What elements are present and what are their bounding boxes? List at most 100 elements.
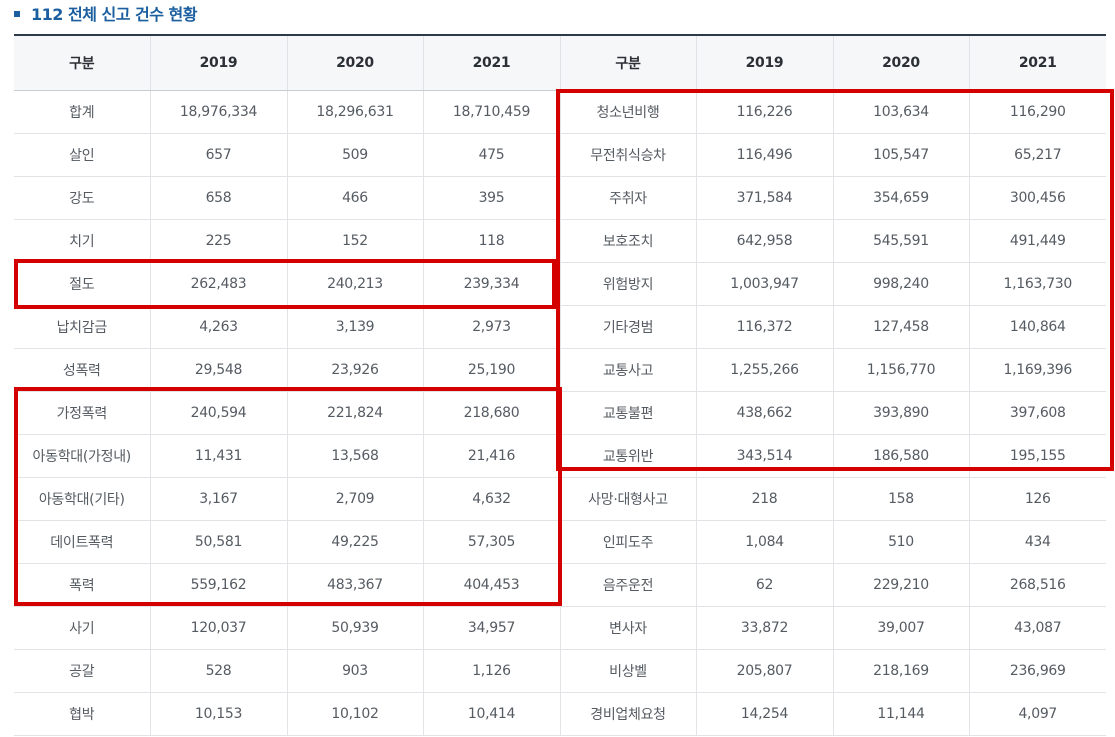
right-category-cell: 비상벨	[560, 649, 697, 693]
right-2021-cell: 43,087	[969, 606, 1106, 650]
right-2019-cell: 62	[696, 563, 834, 607]
left-2019-cell: 3,167	[150, 477, 288, 521]
left-2021-cell: 404,453	[423, 563, 561, 607]
left-2020-cell: 50,939	[287, 606, 424, 650]
table-row: 살인 657 509 475 무전취식승차 116,496 105,547 65,217	[14, 133, 1106, 177]
left-category-cell: 가정폭력	[14, 391, 151, 435]
right-2020-cell: 103,634	[833, 90, 970, 134]
right-2020-cell: 393,890	[833, 391, 970, 435]
header-left-2020: 2020	[287, 35, 424, 91]
right-2020-cell: 186,580	[833, 434, 970, 478]
table-row: 가정폭력 240,594 221,824 218,680 교통불편 438,662 393,…	[14, 391, 1106, 435]
left-2020-cell: 466	[287, 176, 424, 220]
left-2019-cell: 120,037	[150, 606, 288, 650]
table-row: 공갈 528 903 1,126 비상벨 205,807 218,169 236,969	[14, 649, 1106, 693]
left-2020-cell: 221,824	[287, 391, 424, 435]
right-2019-cell: 1,003,947	[696, 262, 834, 306]
right-2021-cell: 140,864	[969, 305, 1106, 349]
left-2020-cell: 3,139	[287, 305, 424, 349]
left-2019-cell: 559,162	[150, 563, 288, 607]
table-row: 아동학대(기타) 3,167 2,709 4,632 사망·대형사고 218 158 126	[14, 477, 1106, 521]
right-category-cell: 청소년비행	[560, 90, 697, 134]
table-row: 합계 18,976,334 18,296,631 18,710,459 청소년비행 116…	[14, 90, 1106, 134]
left-2019-cell: 528	[150, 649, 288, 693]
right-2021-cell: 491,449	[969, 219, 1106, 263]
right-2020-cell: 105,547	[833, 133, 970, 177]
right-2019-cell: 343,514	[696, 434, 834, 478]
table-header-row: 구분 2019 2020 2021 구분 2019 2020 2021	[14, 35, 1106, 91]
left-2020-cell: 2,709	[287, 477, 424, 521]
table-row: 치기 225 152 118 보호조치 642,958 545,591 491,449	[14, 219, 1106, 263]
table-row: 강도 658 466 395 주취자 371,584 354,659 300,456	[14, 176, 1106, 220]
left-2020-cell: 240,213	[287, 262, 424, 306]
right-2020-cell: 11,144	[833, 692, 970, 736]
left-2020-cell: 903	[287, 649, 424, 693]
left-category-cell: 협박	[14, 692, 151, 736]
left-category-cell: 절도	[14, 262, 151, 306]
right-2020-cell: 229,210	[833, 563, 970, 607]
right-2021-cell: 268,516	[969, 563, 1106, 607]
header-right-2021: 2021	[969, 35, 1106, 91]
right-2019-cell: 116,226	[696, 90, 834, 134]
left-2019-cell: 50,581	[150, 520, 288, 564]
right-category-cell: 음주운전	[560, 563, 697, 607]
left-2021-cell: 239,334	[423, 262, 561, 306]
right-2019-cell: 371,584	[696, 176, 834, 220]
left-2019-cell: 262,483	[150, 262, 288, 306]
header-right-category: 구분	[560, 35, 697, 91]
right-category-cell: 교통불편	[560, 391, 697, 435]
right-2020-cell: 998,240	[833, 262, 970, 306]
left-category-cell: 살인	[14, 133, 151, 177]
left-2019-cell: 29,548	[150, 348, 288, 392]
right-category-cell: 사망·대형사고	[560, 477, 697, 521]
right-category-cell: 주취자	[560, 176, 697, 220]
square-bullet-icon	[14, 11, 20, 17]
right-2019-cell: 205,807	[696, 649, 834, 693]
header-left-2019: 2019	[150, 35, 288, 91]
right-2021-cell: 4,097	[969, 692, 1106, 736]
left-category-cell: 공갈	[14, 649, 151, 693]
left-2020-cell: 509	[287, 133, 424, 177]
right-2020-cell: 218,169	[833, 649, 970, 693]
right-2021-cell: 236,969	[969, 649, 1106, 693]
left-2019-cell: 657	[150, 133, 288, 177]
left-2019-cell: 658	[150, 176, 288, 220]
left-2019-cell: 10,153	[150, 692, 288, 736]
table-row: 아동학대(가정내) 11,431 13,568 21,416 교통위반 343,514 18…	[14, 434, 1106, 478]
right-2021-cell: 195,155	[969, 434, 1106, 478]
table-row: 납치감금 4,263 3,139 2,973 기타경범 116,372 127,458 140…	[14, 305, 1106, 349]
right-2019-cell: 116,496	[696, 133, 834, 177]
right-category-cell: 교통위반	[560, 434, 697, 478]
left-2021-cell: 4,632	[423, 477, 561, 521]
right-2020-cell: 39,007	[833, 606, 970, 650]
left-2020-cell: 10,102	[287, 692, 424, 736]
left-2021-cell: 10,414	[423, 692, 561, 736]
right-2020-cell: 545,591	[833, 219, 970, 263]
right-2020-cell: 510	[833, 520, 970, 564]
header-left-category: 구분	[14, 35, 151, 91]
right-2020-cell: 354,659	[833, 176, 970, 220]
left-category-cell: 성폭력	[14, 348, 151, 392]
right-2021-cell: 397,608	[969, 391, 1106, 435]
right-category-cell: 위험방지	[560, 262, 697, 306]
right-2020-cell: 1,156,770	[833, 348, 970, 392]
left-2020-cell: 23,926	[287, 348, 424, 392]
right-category-cell: 변사자	[560, 606, 697, 650]
table-row: 절도 262,483 240,213 239,334 위험방지 1,003,947 998,…	[14, 262, 1106, 306]
left-2020-cell: 18,296,631	[287, 90, 424, 134]
left-2019-cell: 18,976,334	[150, 90, 288, 134]
right-2019-cell: 116,372	[696, 305, 834, 349]
left-2019-cell: 240,594	[150, 391, 288, 435]
left-2019-cell: 225	[150, 219, 288, 263]
left-category-cell: 폭력	[14, 563, 151, 607]
right-2019-cell: 1,255,266	[696, 348, 834, 392]
table-row: 폭력 559,162 483,367 404,453 음주운전 62 229,210 268,…	[14, 563, 1106, 607]
right-2020-cell: 158	[833, 477, 970, 521]
report-stats-table: 구분 2019 2020 2021 구분 2019 2020 2021 합계 18…	[14, 34, 1106, 736]
right-2021-cell: 126	[969, 477, 1106, 521]
right-category-cell: 경비업체요청	[560, 692, 697, 736]
section-heading: 112 전체 신고 건수 현황	[14, 0, 197, 26]
left-2021-cell: 218,680	[423, 391, 561, 435]
left-category-cell: 치기	[14, 219, 151, 263]
